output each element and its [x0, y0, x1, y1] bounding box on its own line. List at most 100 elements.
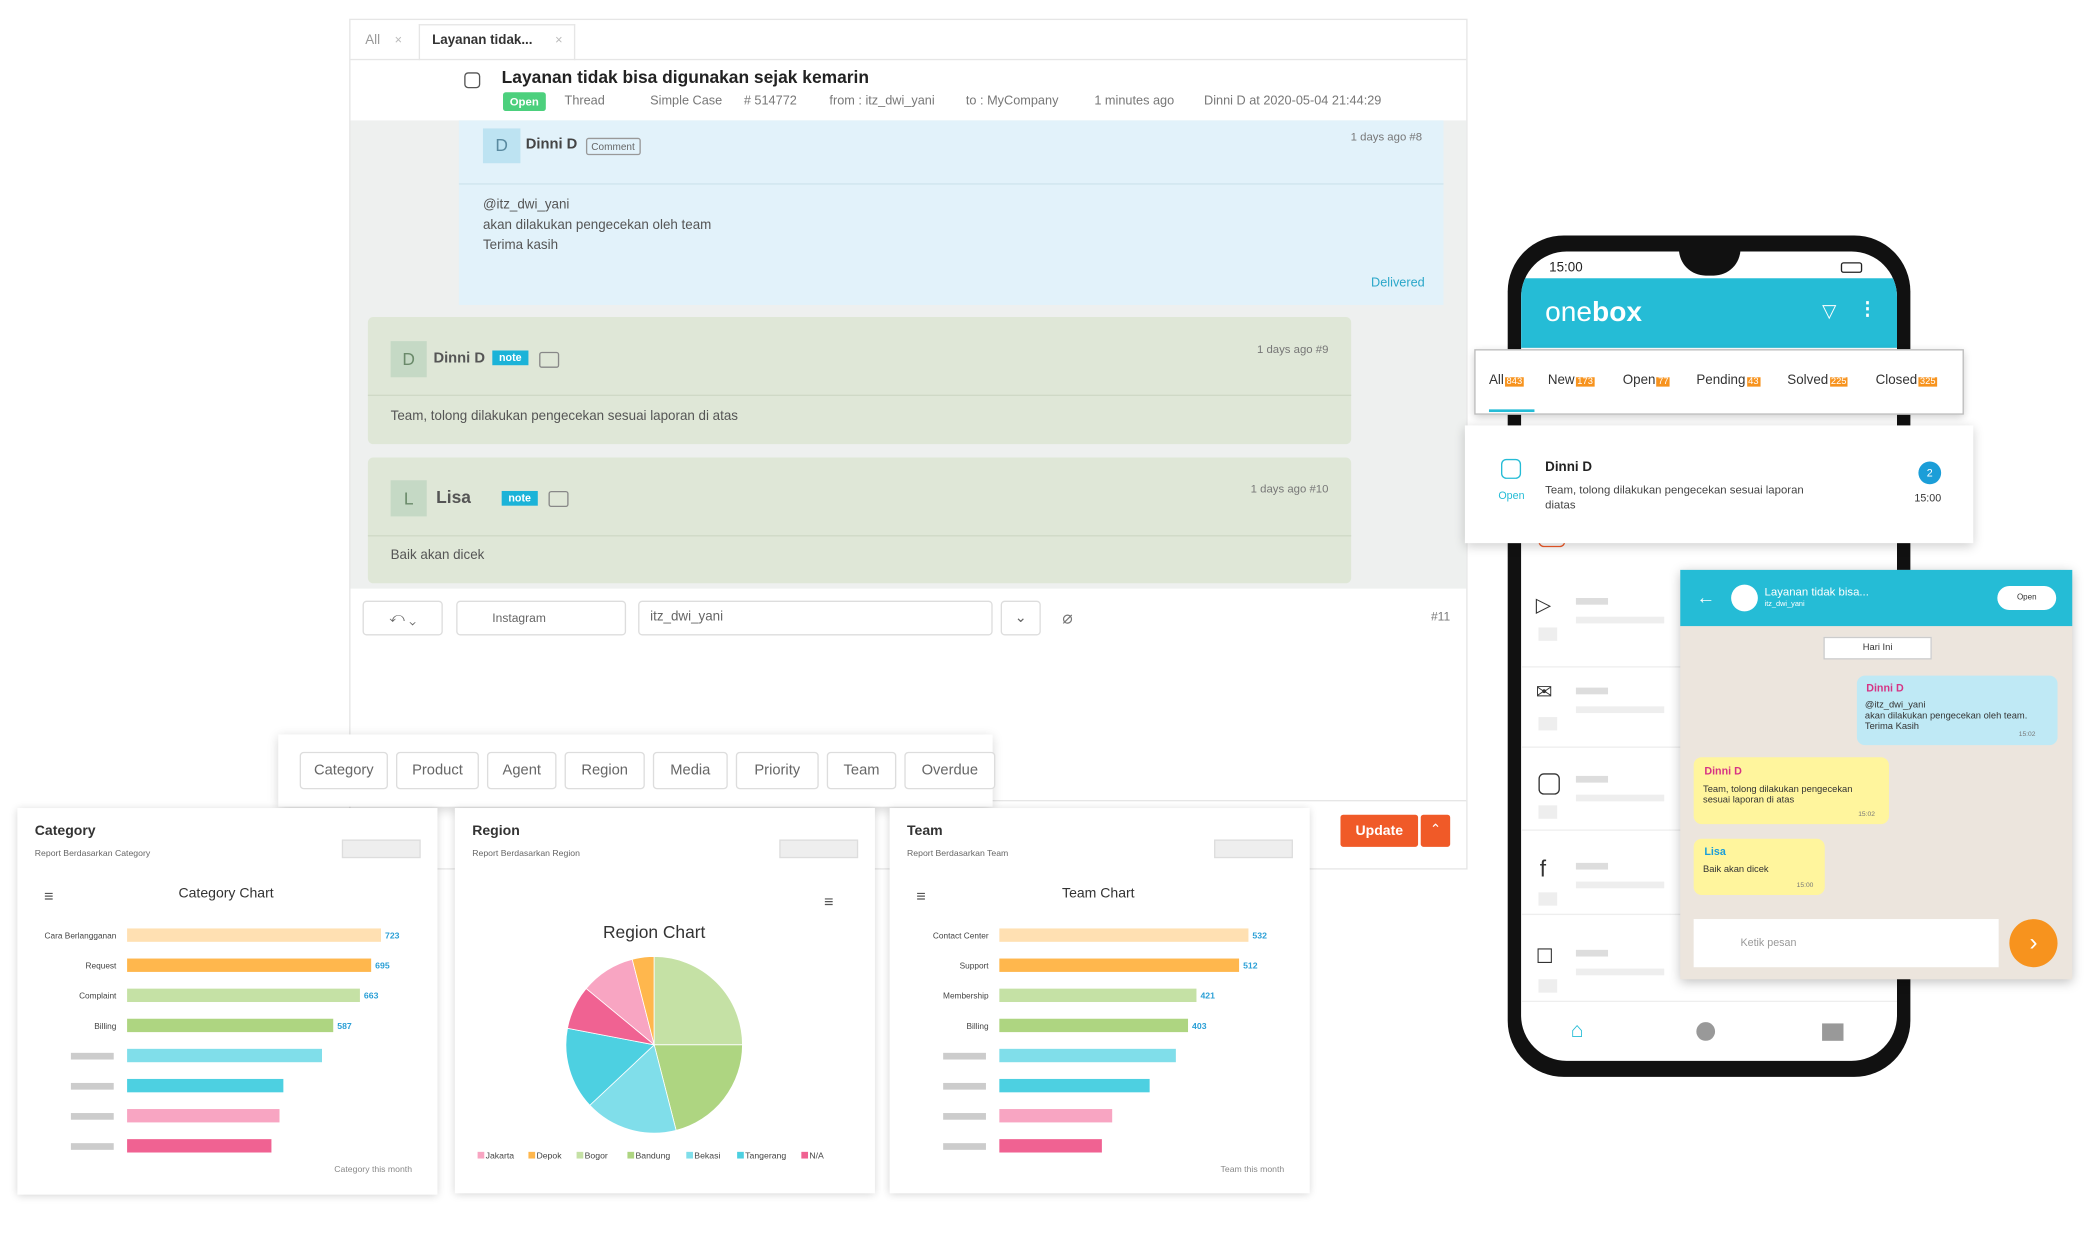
phone-tab[interactable]: New 173 [1547, 373, 1595, 388]
send-button[interactable]: › [2009, 919, 2058, 968]
chat-icon: ☐ [1535, 945, 1554, 969]
phone-tab[interactable]: Closed 325 [1876, 373, 1937, 388]
message-input[interactable] [1693, 919, 1999, 968]
card-name: Dinni D [1545, 460, 1592, 475]
report-tab[interactable]: Priority [735, 751, 819, 790]
placeholder [1538, 717, 1558, 731]
bubble-line: Baik akan dicek [1703, 865, 1769, 875]
tab-name: New [1547, 373, 1575, 388]
placeholder [1575, 881, 1665, 889]
chart-card-subtitle: Report Berdasarkan Team [907, 848, 1008, 858]
tab[interactable]: Layanan tidak... [432, 33, 533, 49]
brand-part: one [1545, 296, 1593, 328]
value-label: 587 [337, 1021, 352, 1031]
chart-card: Region Report Berdasarkan Region ≡ Region C… [454, 808, 875, 1194]
bar [999, 958, 1240, 972]
phone-tab[interactable]: Solved 225 [1787, 373, 1848, 388]
tab-name: Solved [1787, 373, 1829, 388]
legend-label: Bandung [635, 1151, 670, 1161]
chart-footer: Category this month [334, 1164, 412, 1174]
update-menu[interactable]: ⌃ [1420, 814, 1451, 847]
youtube-icon: ▷ [1535, 593, 1552, 617]
report-tab[interactable]: Agent [486, 751, 557, 790]
channel-select[interactable]: Instagram [456, 600, 627, 636]
chat-avatar [1731, 584, 1758, 612]
bar [127, 958, 372, 972]
bubble-time: 15:02 [1858, 810, 1875, 819]
unread-badge: 2 [1918, 461, 1942, 485]
message-line: Baik akan dicek [390, 548, 485, 564]
bubble-line: Team, tolong dilakukan pengecekan [1703, 785, 1853, 795]
placeholder [1575, 706, 1665, 714]
message-time: 1 days ago #10 [1250, 481, 1329, 495]
value-label: 512 [1243, 961, 1258, 971]
legend-label: Bekasi [694, 1151, 720, 1161]
phone-tab[interactable]: Pending 43 [1696, 373, 1760, 388]
instagram-icon [1501, 458, 1522, 479]
app-header [1521, 278, 1898, 348]
legend-label: N/A [809, 1151, 824, 1161]
bar [127, 1109, 280, 1123]
category-label: Billing [94, 1021, 116, 1031]
comment-badge: Comment [585, 137, 641, 156]
bar [999, 1078, 1150, 1093]
mail-icon: ✉ [1535, 680, 1553, 704]
author: Lisa [436, 486, 471, 508]
label-placeholder [943, 1082, 986, 1090]
legend-label: Tangerang [745, 1151, 786, 1161]
from: from : itz_dwi_yani [829, 93, 935, 109]
report-tab[interactable]: Overdue [904, 751, 996, 790]
instagram-icon [464, 72, 481, 89]
view-toggle [779, 839, 859, 859]
card-text: Team, tolong dilakukan pengecekan sesuai… [1545, 482, 1804, 512]
chart: Team Report Berdasarkan Team Team Chart ≡ Co… [907, 822, 1293, 1174]
status-badge: Open [503, 92, 546, 112]
bar [999, 1048, 1176, 1063]
chart-card: Category Report Berdasarkan Category Categ… [17, 808, 438, 1195]
message [367, 457, 1352, 584]
legend-swatch [477, 1151, 485, 1159]
report-tab[interactable]: Category [299, 751, 388, 790]
bar [999, 928, 1249, 942]
dropdown[interactable]: ⌄ [1000, 600, 1041, 636]
category-label: Billing [967, 1021, 989, 1031]
bubble [1856, 675, 2058, 746]
chart-menu: ≡ [44, 888, 53, 906]
tab-count: 843 [1505, 377, 1524, 387]
battery [1840, 262, 1863, 273]
chart: Region Report Berdasarkan Region ≡ Region C… [472, 822, 859, 1161]
bubble-time: 15:00 [1796, 881, 1814, 890]
report-tab[interactable]: Team [826, 751, 897, 790]
bar [127, 1048, 322, 1063]
view-toggle [341, 839, 421, 859]
header-rule [350, 58, 1467, 61]
bar [999, 1018, 1189, 1033]
avatar: L [390, 480, 427, 517]
phone-tab[interactable]: All 843 [1489, 373, 1524, 388]
active-underline [1488, 409, 1535, 413]
close-icon: × [555, 33, 563, 49]
attach-icon: ⌀ [1062, 607, 1073, 628]
phone-tab[interactable]: Open 77 [1623, 373, 1670, 388]
tab[interactable]: All [365, 33, 381, 49]
chat-status: Open [1997, 585, 2057, 611]
value-label: 403 [1192, 1021, 1207, 1031]
chart-card-title: Category [35, 822, 96, 838]
bottom-nav [1521, 1000, 1898, 1061]
input-placeholder: Ketik pesan [1740, 936, 1797, 949]
chart-card-subtitle: Report Berdasarkan Region [472, 848, 580, 858]
recipient-input[interactable]: itz_dwi_yani [638, 600, 993, 636]
bubble-author: Lisa [1704, 845, 1726, 858]
update-button[interactable]: Update [1340, 814, 1419, 847]
chart-card-title: Team [907, 822, 943, 838]
pie-slice [566, 987, 655, 1046]
chart-menu: ≡ [916, 888, 925, 906]
category-label: Contact Center [933, 930, 989, 940]
report-tab[interactable]: Product [395, 751, 479, 790]
bubble-line: akan dilakukan pengecekan oleh team. [1864, 711, 2028, 722]
category-label: Request [86, 961, 118, 971]
report-tab[interactable]: Region [564, 751, 645, 790]
reply-button[interactable]: ⤺ ⌄ [362, 600, 443, 636]
tab-count: 173 [1575, 377, 1595, 387]
report-tab[interactable]: Media [652, 751, 728, 790]
